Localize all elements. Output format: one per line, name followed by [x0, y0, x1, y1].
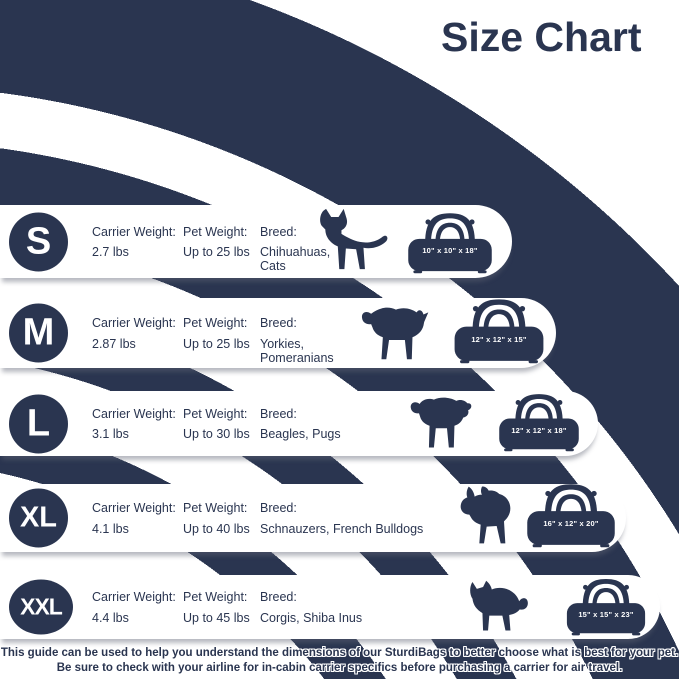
shiba-inu-icon: [448, 577, 548, 633]
breed-value: Chihuahuas, Cats: [260, 245, 331, 273]
pet-weight-label: Pet Weight:: [183, 501, 248, 515]
breed-label: Breed:: [260, 501, 297, 515]
size-badge-l: L: [9, 394, 68, 453]
breed-value: Corgis, Shiba Inus: [260, 610, 363, 625]
pug-dog-icon: [398, 394, 486, 450]
page-title: Size Chart: [441, 14, 642, 60]
pet-weight-column: Pet Weight: Up to 45 lbs: [183, 590, 250, 626]
carrier-weight-column: Carrier Weight: 4.1 lbs: [92, 501, 176, 537]
carrier-dimensions: 10" x 10" x 18": [422, 246, 478, 256]
carrier-weight-value: 4.1 lbs: [92, 521, 129, 536]
cat-icon: [303, 206, 399, 272]
carrier-bag-graphic: [524, 482, 618, 548]
pet-weight-column: Pet Weight: Up to 40 lbs: [183, 501, 250, 537]
pet-weight-value: Up to 25 lbs: [183, 336, 250, 351]
carrier-bag-icon: 15" x 15" x 23": [560, 577, 652, 636]
carrier-weight-label: Carrier Weight:: [92, 501, 176, 515]
pet-weight-label: Pet Weight:: [183, 406, 248, 421]
carrier-dimensions: 15" x 15" x 23": [578, 610, 634, 620]
carrier-dimensions: 12" x 12" x 18": [511, 425, 567, 435]
pet-weight-value: Up to 45 lbs: [183, 610, 250, 625]
breed-label: Breed:: [260, 316, 297, 330]
carrier-bag-graphic: [406, 211, 494, 274]
breed-column: Breed: Chihuahuas, Cats: [260, 224, 344, 274]
size-badge-s: S: [9, 212, 68, 271]
footer-line-1: This guide can be used to help you under…: [0, 647, 679, 659]
size-badge-xl: XL: [9, 488, 68, 548]
size-row-m: M Carrier Weight: 2.87 lbs Pet Weight: U…: [0, 298, 556, 368]
breed-value: Beagles, Pugs: [260, 427, 341, 442]
carrier-weight-value: 2.87 lbs: [92, 336, 136, 351]
pet-weight-column: Pet Weight: Up to 25 lbs: [183, 224, 250, 261]
breed-label: Breed:: [260, 406, 297, 421]
pet-weight-column: Pet Weight: Up to 30 lbs: [183, 406, 250, 443]
carrier-bag-icon: 16" x 12" x 20": [524, 482, 618, 548]
breed-column: Breed: Corgis, Shiba Inus: [260, 590, 363, 626]
carrier-weight-value: 3.1 lbs: [92, 427, 129, 442]
breed-column: Breed: Beagles, Pugs: [260, 406, 341, 443]
size-row-s: S Carrier Weight: 2.7 lbs Pet Weight: Up…: [0, 205, 512, 278]
carrier-dimensions: 16" x 12" x 20": [543, 518, 599, 528]
carrier-weight-label: Carrier Weight:: [92, 590, 176, 604]
breed-column: Breed: Schnauzers, French Bulldogs: [260, 501, 424, 537]
size-badge-label: S: [25, 220, 52, 262]
breed-label: Breed:: [260, 224, 297, 239]
carrier-weight-label: Carrier Weight:: [92, 406, 176, 421]
pet-weight-value: Up to 40 lbs: [183, 521, 250, 536]
breed-label: Breed:: [260, 590, 297, 604]
size-badge-m: M: [9, 303, 68, 363]
carrier-weight-value: 2.7 lbs: [92, 245, 129, 260]
size-badge-label: L: [26, 402, 51, 444]
size-row-l: L Carrier Weight: 3.1 lbs Pet Weight: Up…: [0, 391, 598, 456]
french-bulldog-icon: [452, 486, 532, 546]
breed-column: Breed: Yorkies, Pomeranians: [260, 316, 356, 365]
carrier-bag-graphic: [452, 297, 546, 364]
pet-weight-label: Pet Weight:: [183, 224, 248, 239]
carrier-weight-label: Carrier Weight:: [92, 224, 176, 239]
carrier-bag-icon: 12" x 12" x 15": [452, 297, 546, 364]
size-badge-label: M: [22, 311, 55, 354]
pet-weight-value: Up to 30 lbs: [183, 427, 250, 442]
footer-line-2: Be sure to check with your airline for i…: [56, 662, 623, 674]
size-badge-label: XXL: [20, 593, 63, 620]
size-row-xl: XL Carrier Weight: 4.1 lbs Pet Weight: U…: [0, 484, 626, 552]
carrier-weight-column: Carrier Weight: 2.7 lbs: [92, 224, 176, 261]
carrier-bag-icon: 12" x 12" x 18": [497, 392, 581, 452]
carrier-dimensions: 12" x 12" x 15": [471, 334, 527, 344]
pet-weight-label: Pet Weight:: [183, 316, 248, 330]
carrier-bag-graphic: [497, 392, 581, 452]
carrier-weight-label: Carrier Weight:: [92, 316, 176, 330]
pet-weight-column: Pet Weight: Up to 25 lbs: [183, 316, 250, 352]
carrier-bag-graphic: [560, 577, 652, 636]
carrier-weight-column: Carrier Weight: 4.4 lbs: [92, 590, 176, 626]
carrier-weight-column: Carrier Weight: 2.87 lbs: [92, 316, 176, 352]
carrier-bag-icon: 10" x 10" x 18": [406, 211, 494, 274]
yorkie-dog-icon: [352, 300, 444, 362]
breed-value: Schnauzers, French Bulldogs: [260, 521, 424, 536]
carrier-weight-value: 4.4 lbs: [92, 610, 129, 625]
breed-value: Yorkies, Pomeranians: [260, 336, 334, 365]
size-badge-label: XL: [19, 501, 58, 534]
pet-weight-label: Pet Weight:: [183, 590, 248, 604]
footer-disclaimer: This guide can be used to help you under…: [0, 646, 679, 676]
pet-weight-value: Up to 25 lbs: [183, 245, 250, 260]
size-badge-xxl: XXL: [9, 579, 73, 635]
carrier-weight-column: Carrier Weight: 3.1 lbs: [92, 406, 176, 443]
size-row-xxl: XXL Carrier Weight: 4.4 lbs Pet Weight: …: [0, 575, 660, 639]
